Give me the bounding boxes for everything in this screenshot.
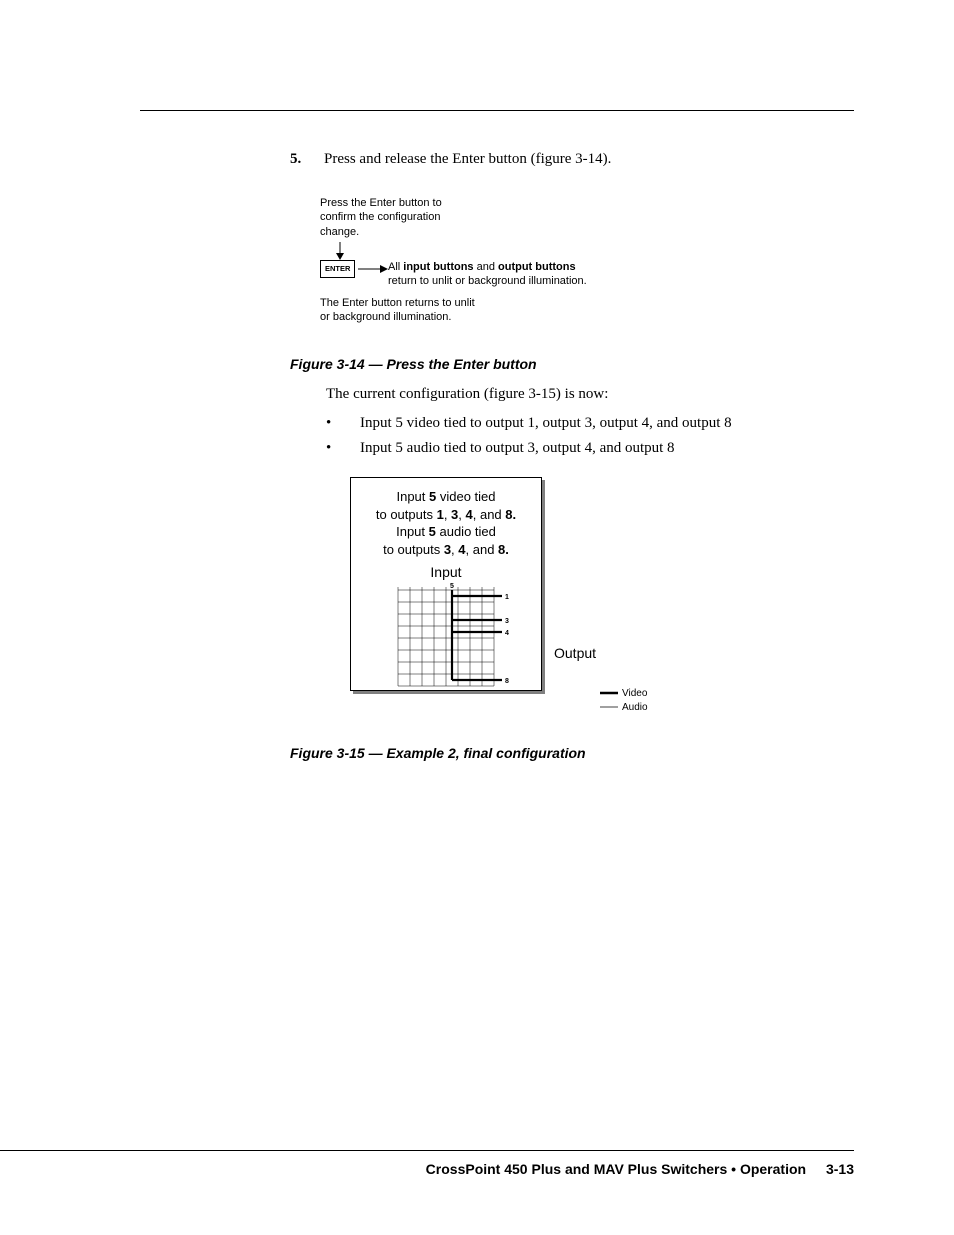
bullet-text: Input 5 video tied to output 1, output 3… xyxy=(360,415,732,432)
svg-text:1: 1 xyxy=(505,594,509,601)
d1-bottom-text: The Enter button returns to unlit or bac… xyxy=(320,296,480,325)
cb-line4: to outputs 3, 4, and 8. xyxy=(357,541,535,559)
step-text: Press and release the Enter button (figu… xyxy=(324,151,611,168)
footer-text: CrossPoint 450 Plus and MAV Plus Switche… xyxy=(426,1161,806,1177)
arrow-down-icon xyxy=(334,242,346,260)
input-label: Input xyxy=(357,564,535,580)
legend-video: Video xyxy=(600,687,648,701)
step-5: 5. Press and release the Enter button (f… xyxy=(290,151,854,168)
figure-3-15-caption: Figure 3-15 — Example 2, final configura… xyxy=(290,745,854,761)
matrix-grid: 51348 xyxy=(398,582,494,678)
step-number: 5. xyxy=(290,151,324,168)
bullet-marker: • xyxy=(326,440,360,457)
legend-video-line-icon xyxy=(600,687,618,701)
cb-line3: Input 5 audio tied xyxy=(357,523,535,541)
output-label: Output xyxy=(554,645,596,661)
d1-right-text: All input buttons and output buttons ret… xyxy=(388,260,648,289)
page-number: 3-13 xyxy=(826,1161,854,1177)
matrix-svg: 5 1 3 4 8 xyxy=(388,582,528,692)
current-config-text: The current configuration (figure 3-15) … xyxy=(326,386,854,403)
svg-text:8: 8 xyxy=(505,678,509,685)
svg-text:5: 5 xyxy=(450,583,454,590)
figure-3-14-caption: Figure 3-14 — Press the Enter button xyxy=(290,356,854,372)
enter-button-graphic: ENTER xyxy=(320,260,355,278)
cb-line2: to outputs 1, 3, 4, and 8. xyxy=(357,506,535,524)
bullet-text: Input 5 audio tied to output 3, output 4… xyxy=(360,440,675,457)
bullet-1: • Input 5 video tied to output 1, output… xyxy=(326,415,854,432)
d1-top-text: Press the Enter button to confirm the co… xyxy=(320,196,470,239)
svg-text:4: 4 xyxy=(505,630,509,637)
cb-line1: Input 5 video tied xyxy=(357,488,535,506)
legend-audio: Audio xyxy=(600,701,648,715)
bullet-2: • Input 5 audio tied to output 3, output… xyxy=(326,440,854,457)
config-box: Input 5 video tied to outputs 1, 3, 4, a… xyxy=(350,477,542,691)
legend: Video Audio xyxy=(600,687,648,715)
legend-audio-line-icon xyxy=(600,701,618,715)
arrow-right-icon xyxy=(358,264,388,274)
top-rule xyxy=(140,110,854,111)
page-footer: CrossPoint 450 Plus and MAV Plus Switche… xyxy=(0,1150,854,1177)
figure-3-15-diagram: Input 5 video tied to outputs 1, 3, 4, a… xyxy=(350,477,854,727)
bullet-marker: • xyxy=(326,415,360,432)
figure-3-14-diagram: Press the Enter button to confirm the co… xyxy=(320,196,854,356)
svg-text:3: 3 xyxy=(505,618,509,625)
